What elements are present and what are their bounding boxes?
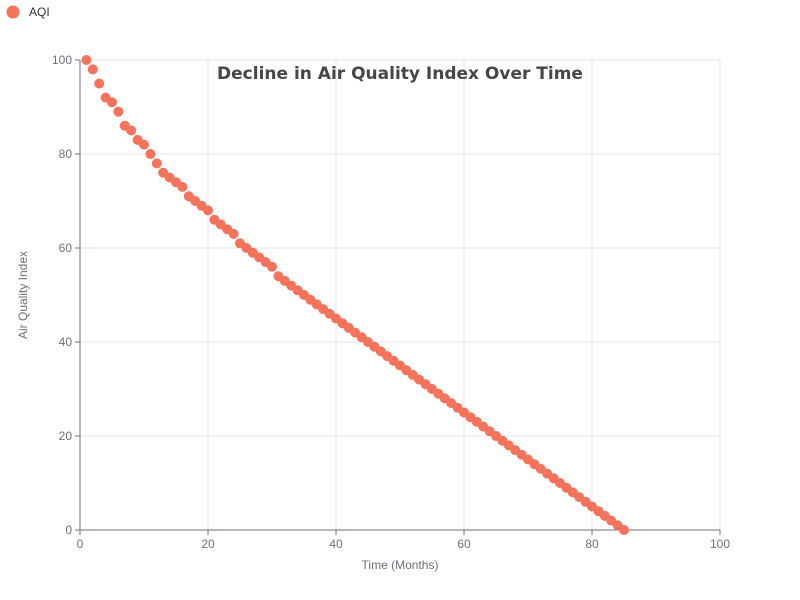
- data-point: [619, 525, 629, 535]
- data-point: [145, 149, 156, 159]
- legend-marker-aqi: [6, 5, 20, 19]
- data-point: [139, 139, 149, 150]
- axes: [75, 59, 721, 535]
- grid-lines: [79, 59, 721, 531]
- data-point: [113, 106, 124, 117]
- legend-label-aqi: AQI: [29, 5, 50, 19]
- chart-title: Decline in Air Quality Index Over Time: [217, 64, 583, 84]
- y-tick-label: 100: [52, 53, 72, 67]
- data-point: [203, 205, 213, 216]
- data-point: [94, 78, 105, 89]
- data-point: [81, 55, 92, 65]
- data-point: [87, 64, 98, 75]
- data-point: [267, 261, 277, 272]
- data-point: [107, 97, 117, 108]
- data-point: [151, 158, 162, 169]
- y-tick-label: 40: [59, 335, 73, 349]
- data-point: [177, 181, 188, 192]
- legend[interactable]: AQI: [6, 5, 50, 19]
- x-tick-label: 80: [585, 537, 599, 551]
- y-axis-title: Air Quality Index: [16, 251, 30, 339]
- y-tick-label: 80: [59, 147, 73, 161]
- data-point: [228, 228, 239, 239]
- x-tick-label: 0: [77, 537, 84, 551]
- x-axis-title: Time (Months): [362, 558, 439, 572]
- data-point: [126, 125, 137, 136]
- x-tick-label: 60: [457, 537, 471, 551]
- y-tick-label: 20: [59, 429, 73, 443]
- tick-labels: 0 20 40 60 80 100 0 20 40 60 80 100: [52, 53, 730, 551]
- y-tick-label: 0: [65, 523, 72, 537]
- x-tick-label: 100: [710, 537, 730, 551]
- y-tick-label: 60: [59, 241, 73, 255]
- data-points: [81, 55, 629, 535]
- x-tick-label: 40: [329, 537, 343, 551]
- x-tick-label: 20: [201, 537, 215, 551]
